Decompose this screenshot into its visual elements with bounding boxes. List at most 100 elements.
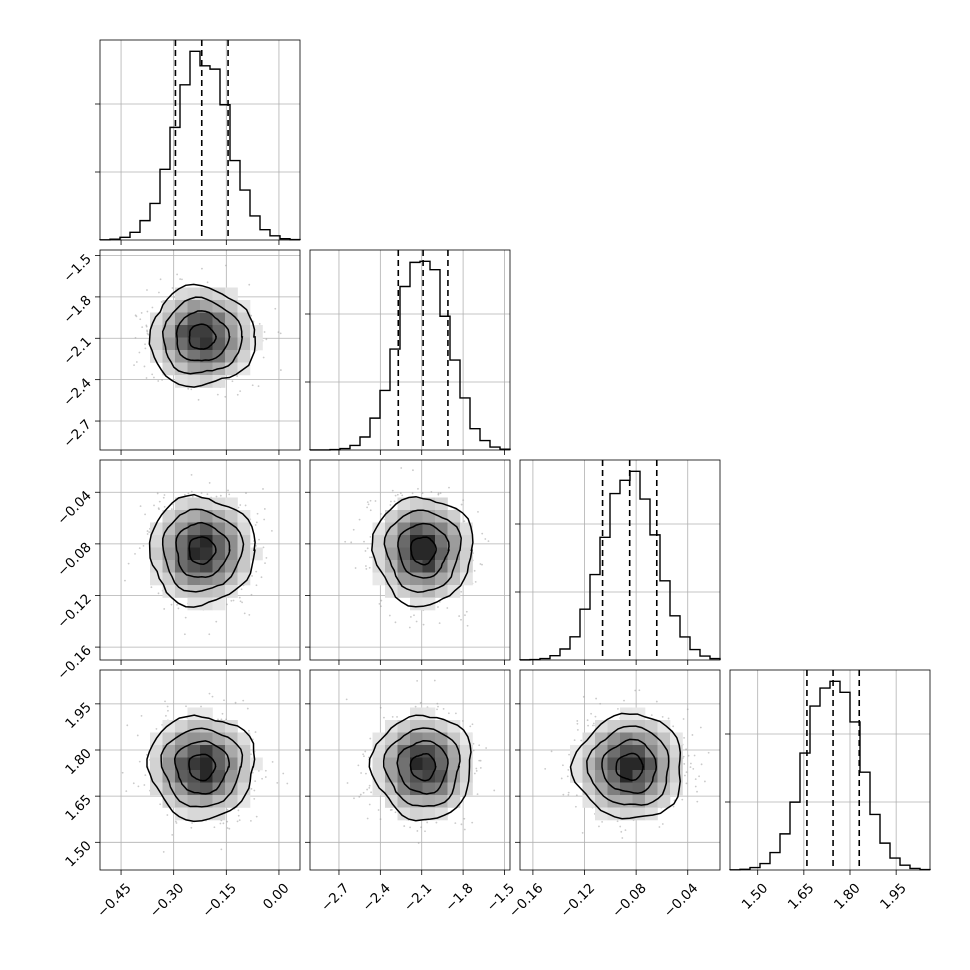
density-cell [447, 572, 461, 586]
sample-point [448, 486, 450, 489]
density-cell [200, 560, 213, 573]
density-cell [200, 807, 213, 821]
sample-point [155, 728, 158, 730]
sample-point [353, 797, 355, 800]
density-cell [372, 732, 386, 746]
sample-point [582, 695, 585, 698]
sample-point [576, 729, 579, 731]
y-tick-label: −0.04 [54, 488, 95, 529]
sample-point [369, 536, 372, 538]
sample-point [424, 830, 426, 833]
sample-point [696, 790, 698, 793]
density-cell [460, 757, 473, 771]
density-cell [620, 757, 633, 771]
sample-point [191, 822, 193, 824]
sample-point [409, 616, 412, 618]
sample-point [479, 759, 482, 762]
y-tick-label: 1.80 [62, 746, 95, 779]
density-cell [212, 337, 226, 351]
sample-point [390, 808, 393, 811]
sample-point [226, 808, 229, 811]
density-cell [582, 745, 596, 758]
sample-point [167, 709, 169, 712]
sample-point [231, 380, 234, 383]
sample-point [471, 821, 474, 824]
density-cell [657, 745, 671, 758]
density-cell [385, 535, 398, 548]
axes-frame [309, 249, 511, 451]
sample-point [413, 614, 415, 617]
axes-frame [519, 459, 721, 661]
sample-point [246, 707, 249, 710]
contour-line [161, 508, 245, 593]
contour-line [160, 727, 244, 808]
density-cell [200, 535, 213, 548]
sample-point [560, 777, 563, 780]
sample-point [238, 819, 241, 822]
sample-point [253, 789, 256, 792]
density-cell [150, 757, 163, 771]
sample-point [437, 606, 439, 608]
contour-line [146, 714, 256, 823]
sample-point [157, 507, 160, 510]
sample-point [239, 504, 242, 506]
sample-point [446, 607, 449, 609]
sample-point [201, 267, 203, 270]
sample-point [208, 633, 211, 636]
sample-point [474, 580, 477, 583]
sample-point [687, 754, 690, 757]
sample-point [144, 343, 146, 346]
sample-point [274, 307, 277, 310]
sample-point [219, 822, 222, 825]
sample-point [358, 518, 361, 521]
sample-point [262, 356, 265, 359]
scatter-panel-2-0 [95, 459, 301, 661]
sample-point [232, 599, 235, 602]
sample-point [264, 769, 267, 772]
sample-point [400, 467, 403, 469]
density-cell [397, 795, 411, 808]
sample-point [473, 569, 476, 572]
density-cell [422, 560, 436, 573]
sample-point [257, 385, 260, 388]
sample-point [177, 607, 180, 610]
sample-point [544, 767, 547, 770]
sample-point [599, 702, 602, 705]
density-cell [175, 312, 188, 326]
density-cell [595, 807, 608, 821]
density-cell [385, 572, 398, 586]
sample-point [430, 491, 433, 493]
sample-point [258, 322, 261, 325]
sample-point [409, 826, 411, 829]
sample-point [364, 750, 367, 753]
sample-point [699, 726, 702, 729]
sample-point [357, 764, 360, 767]
density-cell [162, 757, 176, 771]
density-cell [372, 745, 386, 758]
density-cell [200, 782, 213, 796]
sample-point [226, 827, 229, 829]
density-cell [607, 745, 621, 758]
density-cell [435, 522, 448, 536]
sample-point [704, 780, 706, 783]
sample-point [562, 764, 564, 767]
y-tick-label: −2.1 [60, 334, 94, 368]
y-tick-label: −2.7 [60, 417, 94, 451]
density-cell [250, 337, 263, 351]
sample-point [220, 848, 223, 851]
density-cell [657, 720, 671, 733]
sample-point [239, 390, 242, 393]
sample-point [160, 301, 163, 303]
density-cell [175, 720, 188, 733]
sample-point [436, 702, 439, 705]
density-cell [422, 585, 436, 598]
contour-line [615, 752, 645, 782]
sample-point [408, 626, 411, 629]
density-cell [435, 510, 448, 523]
panel-content [544, 689, 710, 839]
sample-point [236, 375, 239, 378]
density-cell [225, 362, 238, 376]
sample-point [661, 715, 664, 718]
sample-point [473, 772, 476, 775]
sample-point [362, 791, 365, 794]
